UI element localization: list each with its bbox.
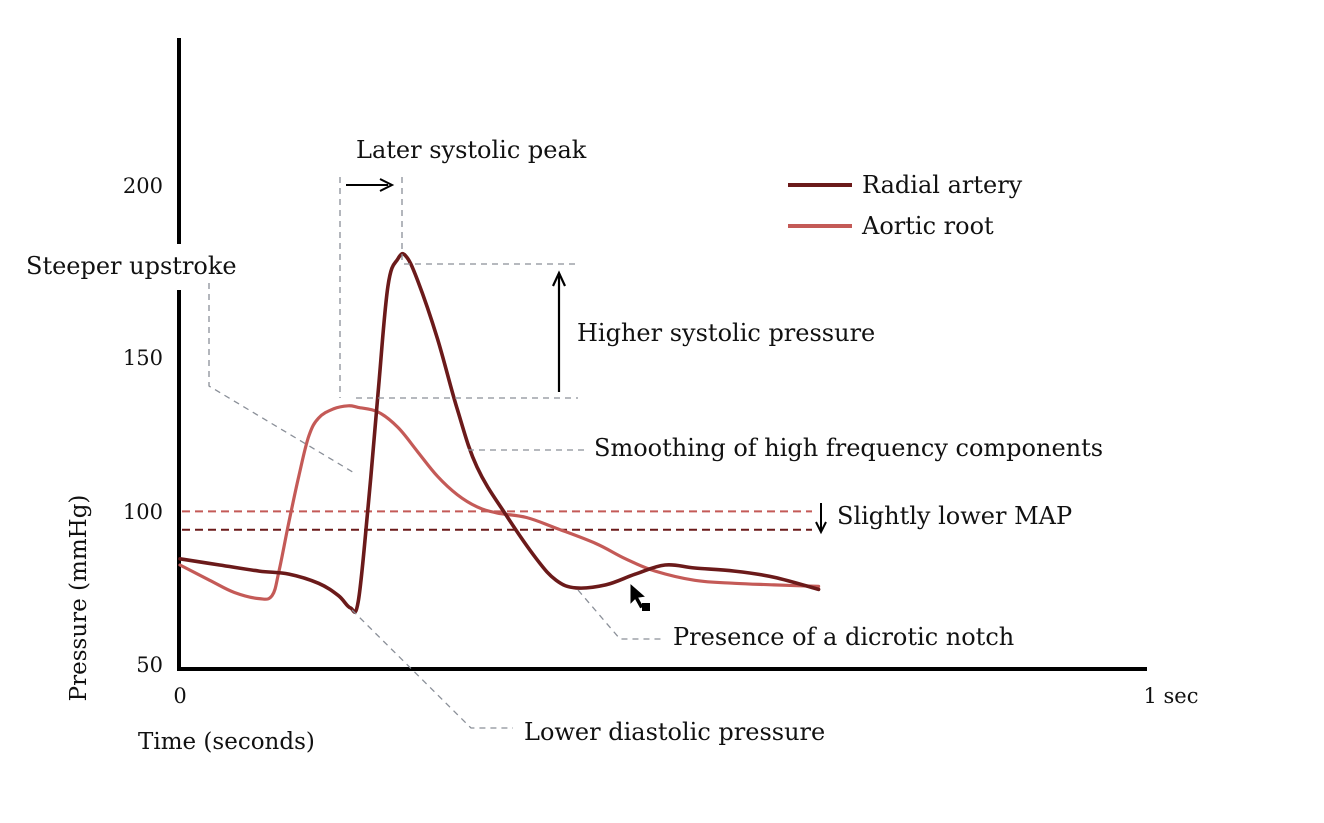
y-tick-100: 100 [123,500,163,524]
higher-systolic-label: Higher systolic pressure [577,319,875,347]
y-axis-gap [172,244,186,290]
steeper-upstroke-label: Steeper upstroke [26,252,237,280]
later-peak-label: Later systolic peak [356,136,587,164]
smoothing-label: Smoothing of high frequency components [594,434,1103,462]
steeper-upstroke-leader [208,283,357,475]
annotation-guides [208,177,662,729]
y-axis-label: Pressure (mmHg) [66,495,92,702]
lower-diastolic-leader [351,609,513,729]
legend: Radial artery Aortic root [788,171,1023,240]
x-axis-label: Time (seconds) [138,729,315,755]
legend-label-radial-artery: Radial artery [862,171,1023,199]
higher-systolic-arrow [552,270,566,392]
aortic-root-line [178,404,821,601]
y-tick-200: 200 [123,174,163,198]
lower-map-label: Slightly lower MAP [837,502,1072,530]
radial-artery-line [178,251,821,614]
lower-diastolic-label: Lower diastolic pressure [524,718,825,746]
y-tick-150: 150 [123,346,163,370]
cursor-icon [629,581,650,611]
y-tick-50: 50 [136,653,163,677]
dicrotic-notch-label: Presence of a dicrotic notch [673,623,1014,651]
x-tick-0: 0 [173,684,186,708]
dicrotic-notch-leader [577,589,662,640]
lower-map-arrow [815,503,827,535]
x-tick-1sec: 1 sec [1143,684,1198,708]
legend-label-aortic-root: Aortic root [861,212,994,240]
later-peak-arrow [346,178,395,192]
